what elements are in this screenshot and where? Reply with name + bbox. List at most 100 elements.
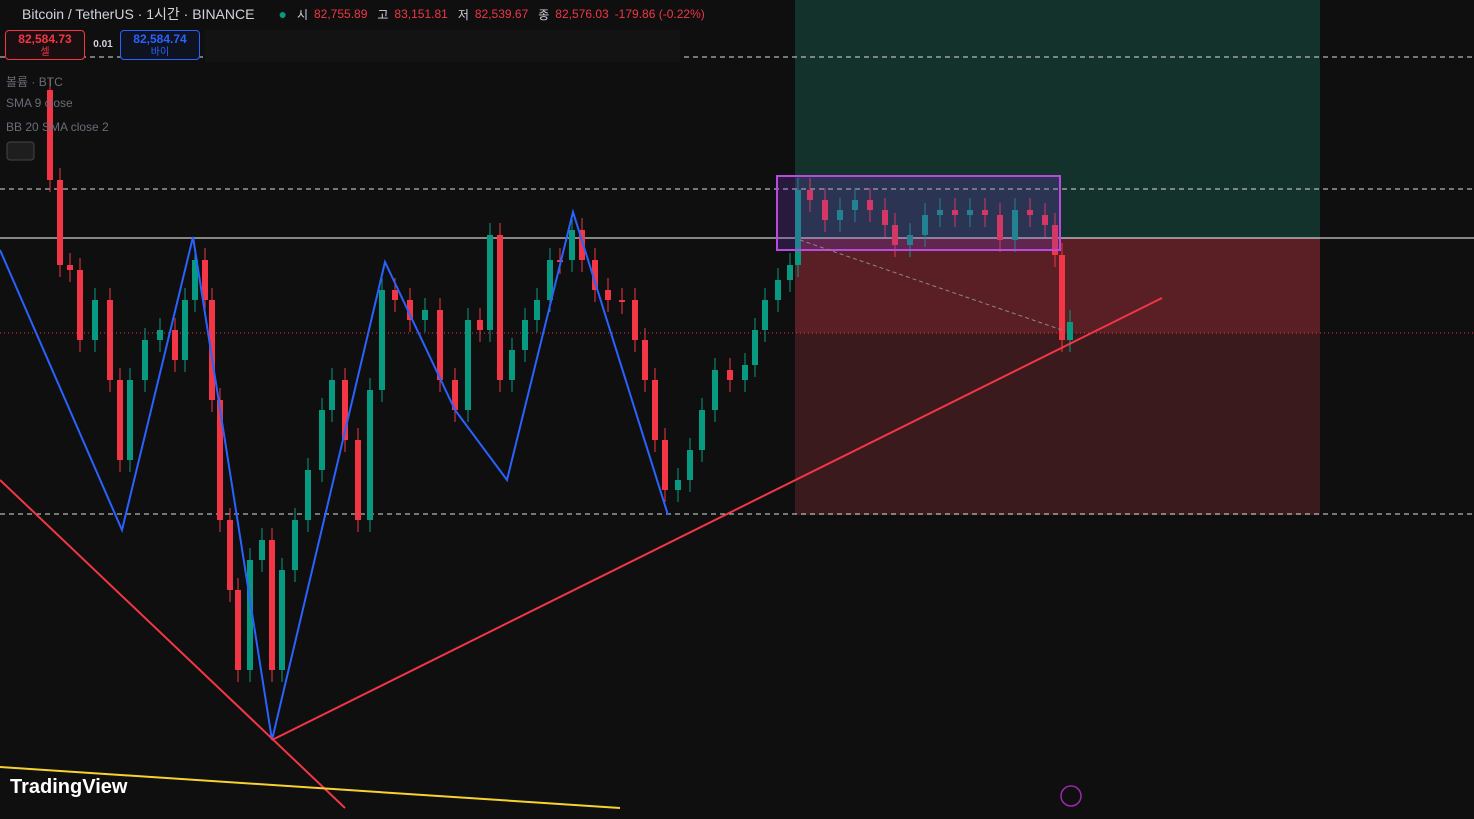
candle <box>997 215 1003 240</box>
candle <box>497 235 503 380</box>
candle <box>882 210 888 225</box>
ohlc-label: 고 <box>377 7 389 22</box>
candle <box>522 320 528 350</box>
candle <box>952 210 958 215</box>
candle <box>867 200 873 210</box>
candle <box>57 180 63 265</box>
candle <box>477 320 483 330</box>
candle <box>892 225 898 245</box>
candle <box>202 260 208 300</box>
candle <box>157 330 163 340</box>
candle <box>77 270 83 340</box>
candle <box>235 590 241 670</box>
indicator-label[interactable]: BB 20 SMA close 2 <box>6 120 109 134</box>
candle <box>269 540 275 670</box>
candle <box>1027 210 1033 215</box>
candle <box>534 300 540 320</box>
candle <box>547 260 553 300</box>
candle <box>379 290 385 390</box>
collapse-button[interactable] <box>6 141 35 161</box>
candle <box>305 470 311 520</box>
trend-line <box>0 766 621 809</box>
candle <box>605 290 611 300</box>
candle <box>752 330 758 365</box>
symbol: Bitcoin / TetherUS · 1시간 · BINANCE <box>22 6 255 22</box>
sell-label: 셀 <box>40 47 50 58</box>
trend-line <box>271 297 1163 741</box>
candle <box>699 410 705 450</box>
zigzag-pattern <box>0 208 669 741</box>
status-dot: ● <box>278 6 287 22</box>
candle <box>367 390 373 520</box>
buy-label: 바이 <box>150 47 170 58</box>
candle <box>292 520 298 570</box>
range-box <box>776 175 1061 251</box>
candles <box>47 78 1073 682</box>
candle <box>982 210 988 215</box>
candle <box>662 440 668 490</box>
drawing-toolbar[interactable] <box>205 30 680 62</box>
candle <box>967 210 973 215</box>
ohlc-label: 종 <box>538 7 550 22</box>
candle <box>712 370 718 410</box>
candle <box>787 265 793 280</box>
candle <box>807 190 813 200</box>
logo: TradingView <box>10 776 128 798</box>
ohlc-label: 저 <box>457 7 469 22</box>
candle <box>142 340 148 380</box>
candle <box>127 380 133 460</box>
candle <box>422 310 428 320</box>
candle <box>107 300 113 380</box>
candle <box>619 300 625 302</box>
sell-button[interactable]: 82,584.73 셀 <box>5 30 85 60</box>
sell-price: 82,584.73 <box>18 32 72 46</box>
candle <box>47 90 53 180</box>
candle <box>329 380 335 410</box>
candle <box>775 280 781 300</box>
candle <box>937 210 943 215</box>
ohlc-value: 82,576.03 <box>555 7 609 21</box>
candle <box>227 520 233 590</box>
candle <box>209 300 215 400</box>
candle <box>392 290 398 300</box>
indicator-label[interactable]: SMA 9 close <box>6 96 73 110</box>
candle <box>1059 255 1065 340</box>
candle <box>569 230 575 260</box>
candle <box>342 380 348 440</box>
quantity[interactable]: 0.01 <box>93 39 113 50</box>
indicator-label[interactable]: 볼륨 · BTC <box>6 75 63 89</box>
candle <box>675 480 681 490</box>
candle <box>642 340 648 380</box>
candle <box>742 365 748 380</box>
candle <box>117 380 123 460</box>
candle <box>487 235 493 330</box>
buy-button[interactable]: 82,584.74 바이 <box>120 30 200 60</box>
candle <box>579 230 585 260</box>
header: Bitcoin / TetherUS · 1시간 · BINANCE ● 시 82… <box>6 4 705 24</box>
candle <box>192 260 198 300</box>
trend-line <box>0 479 346 809</box>
candle <box>762 300 768 330</box>
candle <box>319 410 325 470</box>
candle <box>1012 210 1018 240</box>
candle <box>452 380 458 410</box>
candle <box>822 200 828 220</box>
candle <box>852 200 858 210</box>
candle <box>407 300 413 320</box>
candle <box>687 450 693 480</box>
ohlc-value: 83,151.81 <box>394 7 448 21</box>
candle <box>465 320 471 410</box>
candle <box>1052 225 1058 255</box>
candle <box>92 300 98 340</box>
candle <box>592 260 598 290</box>
candle <box>355 440 361 520</box>
candle <box>217 400 223 520</box>
buy-price: 82,584.74 <box>133 32 187 46</box>
candle <box>437 310 443 380</box>
ohlc-value: 82,755.89 <box>313 7 368 21</box>
candle <box>652 380 658 440</box>
alert-icon[interactable] <box>1060 785 1082 807</box>
candle <box>172 330 178 360</box>
